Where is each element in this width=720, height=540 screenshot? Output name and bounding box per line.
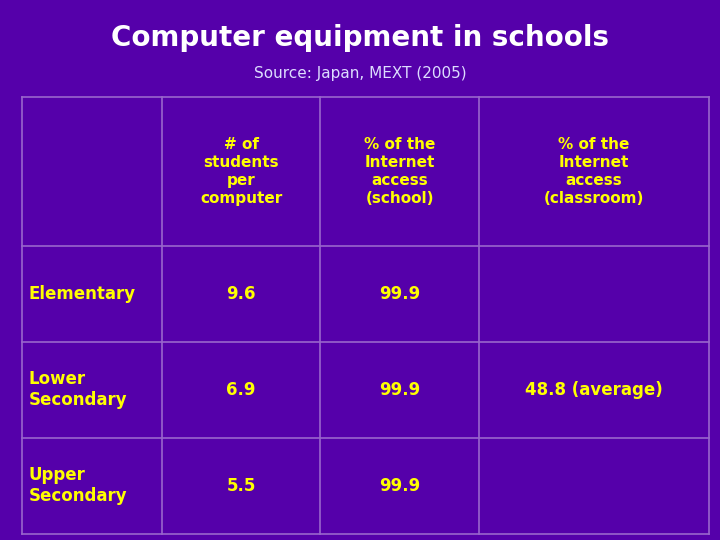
Text: % of the
Internet
access
(classroom): % of the Internet access (classroom) <box>544 137 644 206</box>
Text: Lower
Secondary: Lower Secondary <box>29 370 127 409</box>
Text: Upper
Secondary: Upper Secondary <box>29 466 127 505</box>
Text: 99.9: 99.9 <box>379 381 420 399</box>
Text: Computer equipment in schools: Computer equipment in schools <box>111 24 609 52</box>
Text: Elementary: Elementary <box>29 285 136 303</box>
Text: 48.8 (average): 48.8 (average) <box>525 381 663 399</box>
Text: % of the
Internet
access
(school): % of the Internet access (school) <box>364 137 436 206</box>
Text: 99.9: 99.9 <box>379 477 420 495</box>
Text: 9.6: 9.6 <box>227 285 256 303</box>
Text: Source: Japan, MEXT (2005): Source: Japan, MEXT (2005) <box>253 66 467 81</box>
Text: # of
students
per
computer: # of students per computer <box>200 137 282 206</box>
Text: 5.5: 5.5 <box>227 477 256 495</box>
Text: 99.9: 99.9 <box>379 285 420 303</box>
Text: 6.9: 6.9 <box>227 381 256 399</box>
